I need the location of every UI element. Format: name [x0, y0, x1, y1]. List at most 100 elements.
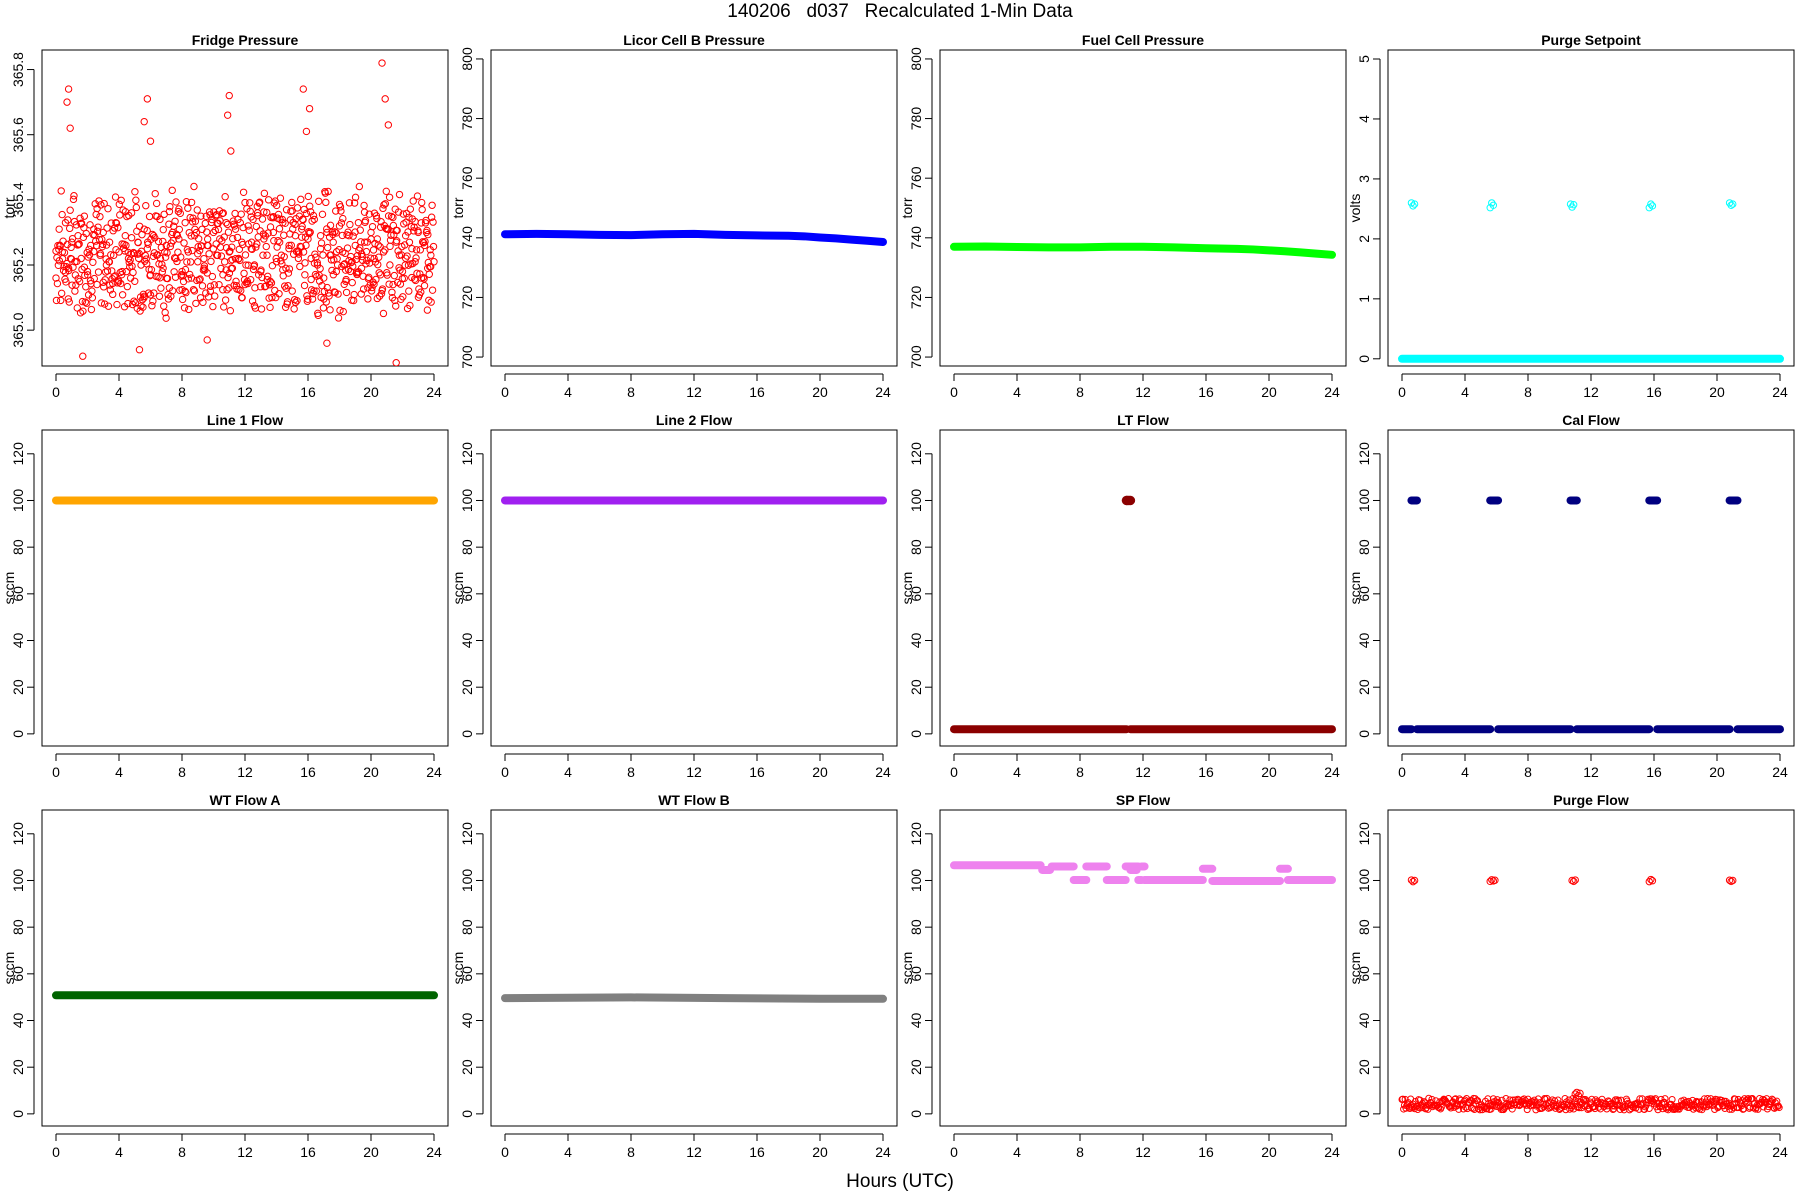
data-point: [1775, 1104, 1783, 1112]
y-tick-label: 0: [908, 730, 924, 738]
data-series: [1398, 496, 1784, 734]
data-point: [172, 198, 180, 206]
y-tick-label: 0: [1356, 1110, 1372, 1118]
y-tick-label: 100: [10, 869, 26, 893]
data-point: [203, 269, 211, 277]
data-point: [134, 238, 142, 247]
data-point: [70, 192, 78, 200]
data-series: [950, 495, 1336, 734]
data-point: [380, 201, 388, 209]
data-point: [248, 297, 257, 305]
data-point: [148, 302, 156, 310]
data-point: [212, 212, 220, 220]
y-tick-label: 700: [908, 345, 924, 369]
data-point: [366, 254, 375, 262]
x-tick-label: 16: [300, 384, 316, 400]
data-point: [302, 209, 311, 218]
data-point: [154, 237, 163, 246]
y-tick-label: 40: [459, 633, 475, 649]
data-point: [316, 264, 324, 273]
data-point: [57, 289, 66, 298]
data-point: [358, 252, 366, 261]
data-point: [140, 117, 148, 126]
data-point: [393, 226, 401, 235]
data-point: [131, 277, 139, 285]
panel-fridge-pressure: Fridge Pressure torr 0 4 8 12 16 20 24 365.0 365.2…: [1, 32, 449, 400]
data-point: [280, 253, 288, 261]
y-tick-label: 40: [459, 1013, 475, 1029]
data-point: [55, 225, 63, 233]
data-point: [384, 121, 393, 129]
data-point: [87, 305, 96, 314]
data-point: [389, 280, 397, 289]
data-point: [66, 124, 74, 132]
y-tick-label: 100: [1356, 869, 1372, 893]
data-point: [138, 230, 146, 239]
data-point: [96, 249, 105, 258]
data-point: [198, 282, 207, 290]
data-point: [124, 299, 132, 308]
data-point: [401, 261, 409, 269]
data-point: [315, 197, 323, 205]
data-point: [401, 231, 410, 240]
data-point: [353, 251, 362, 260]
data-point: [255, 198, 264, 206]
x-tick-label: 20: [1709, 764, 1725, 780]
data-point: [300, 205, 308, 214]
data-point: [100, 300, 109, 308]
y-tick-label: 780: [459, 107, 475, 131]
y-tick-label: 100: [10, 489, 26, 513]
y-tick-label: 120: [10, 822, 26, 846]
data-point: [317, 239, 326, 247]
data-point: [272, 201, 281, 210]
data-series: [1398, 875, 1783, 1114]
x-tick-label: 20: [1709, 1144, 1725, 1160]
data-point: [72, 221, 81, 229]
data-point: [364, 295, 372, 303]
data-point: [422, 216, 430, 225]
data-point: [93, 227, 102, 236]
data-point: [417, 288, 425, 296]
panel-wt-flow-b: WT Flow B sccm 0 4 8 12 16 20 24 0 20 40 60 80 100 120: [450, 792, 898, 1160]
data-point: [1569, 877, 1578, 886]
y-tick-label: 120: [1356, 822, 1372, 846]
data-point: [294, 254, 303, 263]
panel-title: WT Flow B: [658, 792, 730, 808]
data-point: [329, 238, 337, 246]
data-point: [332, 248, 341, 256]
data-point: [312, 253, 320, 261]
data-point: [80, 212, 89, 220]
data-point: [112, 219, 121, 227]
data-point: [344, 228, 352, 236]
y-tick-label: 0: [10, 730, 26, 738]
data-point: [84, 253, 92, 261]
data-point: [1407, 876, 1416, 884]
panel-title: Fridge Pressure: [192, 32, 299, 48]
y-tick-label: 365.8: [10, 52, 26, 87]
data-point: [370, 280, 378, 288]
data-point: [301, 259, 309, 267]
data-point: [91, 237, 100, 245]
data-point: [350, 290, 358, 299]
data-point: [135, 222, 144, 230]
data-point: [76, 214, 84, 223]
data-point: [246, 207, 254, 215]
x-tick-label: 8: [1076, 1144, 1084, 1160]
data-point: [181, 218, 189, 227]
data-point: [1474, 1097, 1482, 1105]
y-tick-label: 3: [1356, 175, 1372, 183]
data-point: [1727, 201, 1735, 210]
data-point: [97, 201, 105, 209]
data-point: [316, 231, 325, 240]
data-point: [404, 228, 412, 236]
x-tick-label: 12: [1135, 384, 1151, 400]
data-point: [231, 209, 239, 218]
data-point: [88, 294, 97, 302]
y-tick-label: 40: [10, 633, 26, 649]
data-point: [73, 257, 81, 266]
data-point: [96, 212, 104, 221]
data-point: [370, 254, 378, 263]
x-tick-label: 4: [115, 764, 123, 780]
data-point: [237, 286, 245, 295]
data-point: [1695, 1098, 1703, 1106]
